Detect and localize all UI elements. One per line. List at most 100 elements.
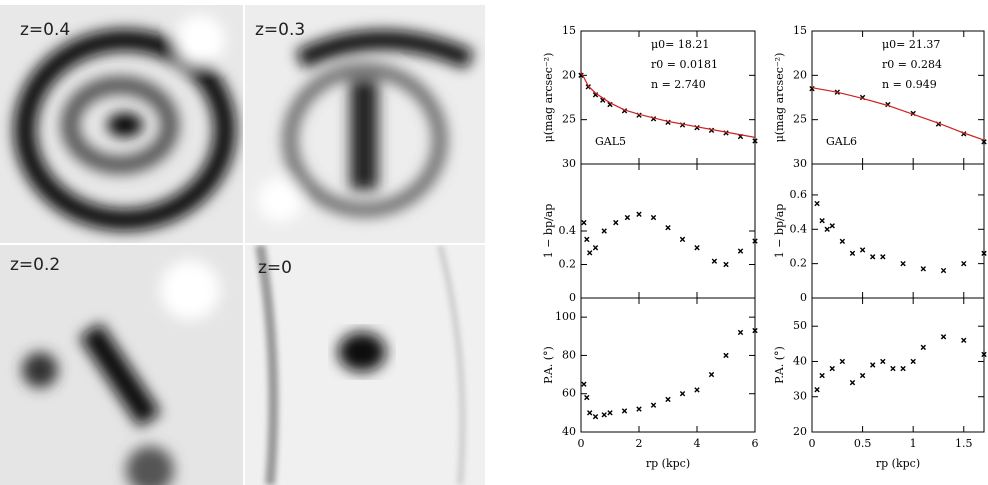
data-point	[809, 85, 815, 92]
x-tick-label: 2	[636, 437, 643, 450]
data-point	[711, 258, 718, 264]
y-tick-label: 0.6	[790, 188, 808, 201]
y-tick-label: 20	[793, 68, 807, 81]
y-tick-label: 0.4	[790, 222, 808, 235]
y-tick-label: 100	[555, 310, 576, 323]
data-point	[981, 250, 987, 257]
image-label: z=0.2	[10, 255, 60, 275]
x-tick-label: 0	[578, 437, 585, 450]
data-point	[814, 386, 820, 393]
annotation: n = 0.949	[882, 78, 937, 91]
data-point	[981, 351, 987, 358]
image-label: z=0	[258, 258, 292, 278]
data-point	[859, 372, 866, 379]
data-point	[650, 214, 657, 221]
data-point	[839, 238, 846, 245]
data-point	[694, 387, 700, 393]
annotation: r0 = 0.0181	[651, 58, 718, 71]
data-point	[679, 391, 686, 397]
plot-frame	[580, 163, 756, 299]
data-point	[613, 219, 619, 226]
y-tick-label: 0.2	[790, 257, 808, 270]
image-panel	[245, 245, 485, 485]
data-point	[581, 381, 587, 387]
data-point	[601, 228, 607, 234]
y-tick-label: 40	[562, 425, 576, 438]
y-axis-label: P.A. (°)	[542, 346, 555, 384]
data-point	[752, 238, 758, 244]
data-point	[737, 329, 744, 336]
image-label: z=0.3	[255, 20, 305, 40]
data-point	[829, 365, 835, 372]
plot-frame	[811, 163, 985, 299]
fit-line	[811, 87, 985, 141]
data-point	[900, 365, 906, 372]
data-point	[601, 412, 607, 418]
plot-frame	[811, 297, 985, 433]
image-label-group: z=0.4 z=0.3 z=0.2 z=0	[10, 20, 305, 278]
annotation: μ0= 18.21	[651, 38, 709, 51]
data-point	[636, 406, 642, 412]
y-tick-label: 30	[793, 157, 807, 170]
data-point	[870, 254, 876, 260]
data-point	[592, 413, 599, 420]
data-point	[814, 200, 820, 207]
data-point	[940, 334, 947, 340]
data-point	[752, 327, 758, 334]
data-point	[880, 358, 886, 365]
y-axis-label: P.A. (°)	[773, 346, 786, 384]
y-axis-label: 1 − bp/ap	[773, 204, 786, 259]
x-tick-label: 0	[809, 437, 816, 450]
data-point	[961, 337, 967, 344]
x-axis-label: rp (kpc)	[646, 457, 690, 470]
y-tick-label: 80	[562, 348, 576, 361]
y-axis-label: 1 − bp/ap	[542, 204, 555, 259]
panel-label: GAL6	[826, 135, 857, 148]
image-label: z=0.4	[20, 20, 70, 40]
data-point	[584, 236, 590, 243]
x-tick-label: 1.5	[955, 437, 973, 450]
data-point	[584, 394, 590, 401]
x-tick-label: 1	[910, 437, 917, 450]
data-point	[737, 248, 744, 254]
data-point	[592, 245, 599, 251]
image-panel	[0, 245, 243, 485]
y-tick-label: 50	[793, 319, 807, 332]
data-point	[981, 139, 987, 145]
y-tick-label: 0	[800, 291, 807, 304]
data-point	[819, 217, 825, 224]
data-point	[723, 261, 729, 268]
y-tick-label: 25	[793, 113, 807, 126]
data-point	[940, 267, 947, 274]
data-point	[920, 344, 926, 351]
data-point	[636, 211, 642, 217]
data-point	[694, 245, 700, 251]
image-panel	[245, 5, 485, 243]
panel-label: GAL5	[595, 135, 626, 148]
y-tick-label: 20	[793, 425, 807, 438]
y-tick-label: 60	[562, 387, 576, 400]
image-panel	[0, 5, 243, 243]
data-point	[679, 236, 686, 243]
data-point	[849, 379, 856, 386]
y-tick-label: 20	[562, 68, 576, 81]
data-point	[665, 396, 671, 403]
data-point	[900, 260, 906, 267]
data-point	[839, 358, 846, 365]
data-point	[581, 219, 587, 226]
y-tick-label: 30	[562, 157, 576, 170]
x-tick-label: 4	[694, 437, 701, 450]
data-point	[824, 226, 830, 232]
x-tick-label: 0.5	[854, 437, 872, 450]
data-point	[587, 410, 593, 416]
annotation: n = 2.740	[651, 78, 706, 91]
y-tick-label: 15	[793, 24, 807, 37]
y-tick-label: 0.2	[559, 258, 577, 271]
data-point	[607, 410, 613, 416]
x-axis-label: rp (kpc)	[876, 457, 920, 470]
annotation: r0 = 0.284	[882, 58, 942, 71]
data-point	[829, 223, 835, 229]
data-point	[880, 254, 886, 260]
data-point	[587, 250, 593, 256]
